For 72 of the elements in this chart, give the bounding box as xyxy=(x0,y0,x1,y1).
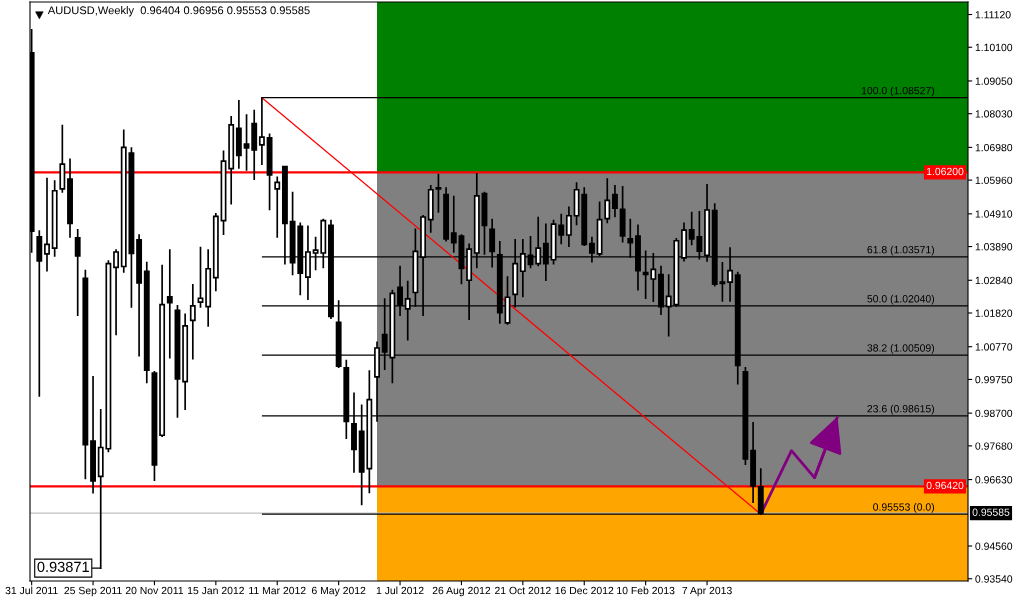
candlestick xyxy=(750,421,757,503)
candlestick xyxy=(51,180,58,257)
y-tick-label: 1.08030 xyxy=(975,110,1013,118)
y-tick-label: 1.09050 xyxy=(975,77,1013,85)
candlestick xyxy=(182,313,189,411)
series-label: 50.0 (1.02040) xyxy=(867,294,935,305)
candlestick xyxy=(619,186,626,243)
ref-line-label: 0.95585 xyxy=(972,508,1010,516)
candlestick xyxy=(44,177,50,272)
y-tick-label: 0.94560 xyxy=(975,542,1013,550)
y-tick-label: 1.01820 xyxy=(975,309,1013,317)
candlestick xyxy=(136,234,143,357)
x-tick-label: 31 Jul 2011 xyxy=(5,586,58,595)
candlestick xyxy=(197,246,204,308)
candlestick xyxy=(189,283,196,360)
candlestick xyxy=(450,195,457,253)
x-tick-label: 6 May 2012 xyxy=(311,586,366,597)
x-tick-label: 21 Oct 2012 xyxy=(495,586,551,595)
annotation: 0.93871 xyxy=(37,561,89,573)
y-tick-label: 0.93540 xyxy=(975,575,1013,583)
ref-line-label: 1.06200 xyxy=(926,167,964,176)
candlestick xyxy=(67,158,73,238)
x-tick-label: 20 Nov 2011 xyxy=(125,586,184,595)
candlestick xyxy=(82,269,89,480)
candlestick xyxy=(604,178,611,224)
candlestick xyxy=(235,100,242,169)
candlestick xyxy=(113,249,120,336)
candlestick xyxy=(143,261,150,384)
candlestick xyxy=(212,212,219,292)
candlestick xyxy=(159,264,166,438)
x-tick-label: 7 Apr 2013 xyxy=(682,586,732,597)
x-tick-label: 15 Jan 2012 xyxy=(187,586,244,595)
candlestick xyxy=(36,230,43,397)
series-label: 61.8 (1.03571) xyxy=(867,245,935,256)
y-tick-label: 1.10100 xyxy=(975,43,1013,52)
candlestick xyxy=(228,116,235,205)
candlestick xyxy=(74,229,81,317)
y-tick-label: 0.97680 xyxy=(975,442,1013,450)
candlestick xyxy=(266,133,273,211)
candlestick xyxy=(612,185,618,218)
candlestick xyxy=(274,176,281,238)
candlestick xyxy=(166,249,173,359)
x-tick-label: 1 Jul 2012 xyxy=(376,586,424,595)
y-tick-label: 1.05960 xyxy=(975,176,1013,185)
candlestick xyxy=(443,187,450,242)
y-tick-label: 1.00770 xyxy=(975,343,1013,351)
y-tick-label: 1.02840 xyxy=(975,276,1013,285)
y-tick-label: 1.11120 xyxy=(975,11,1011,19)
x-tick-label: 26 Aug 2012 xyxy=(432,586,491,597)
y-tick-label: 1.03890 xyxy=(975,243,1013,251)
x-tick-label: 11 Mar 2012 xyxy=(249,586,306,595)
series-label: 0.95553 (0.0) xyxy=(873,503,935,513)
candlestick xyxy=(243,114,250,171)
candlestick xyxy=(251,109,258,181)
series-label: 38.2 (1.00509) xyxy=(867,343,935,354)
series-label: 100.0 (1.08527) xyxy=(861,86,935,97)
chart-title: AUDUSD,Weekly 0.96404 0.96956 0.95553 0.95585 xyxy=(47,6,310,17)
y-tick-label: 0.96630 xyxy=(975,476,1013,484)
candlestick xyxy=(205,249,212,327)
x-tick-label: 25 Sep 2011 xyxy=(64,586,122,597)
candlestick xyxy=(90,376,96,494)
y-tick-label: 0.98700 xyxy=(975,409,1013,418)
series-label: 23.6 (0.98615) xyxy=(867,404,935,415)
candlestick xyxy=(565,206,572,248)
x-tick-label: 10 Feb 2013 xyxy=(617,586,675,595)
candlestick xyxy=(59,124,66,193)
y-tick-label: 1.06980 xyxy=(975,143,1013,152)
y-tick-label: 1.04910 xyxy=(975,210,1013,218)
x-tick-label: 16 Dec 2012 xyxy=(555,586,614,595)
candlestick xyxy=(558,213,565,245)
ref-line-label: 0.96420 xyxy=(926,481,964,490)
y-tick-label: 0.99750 xyxy=(975,375,1013,384)
